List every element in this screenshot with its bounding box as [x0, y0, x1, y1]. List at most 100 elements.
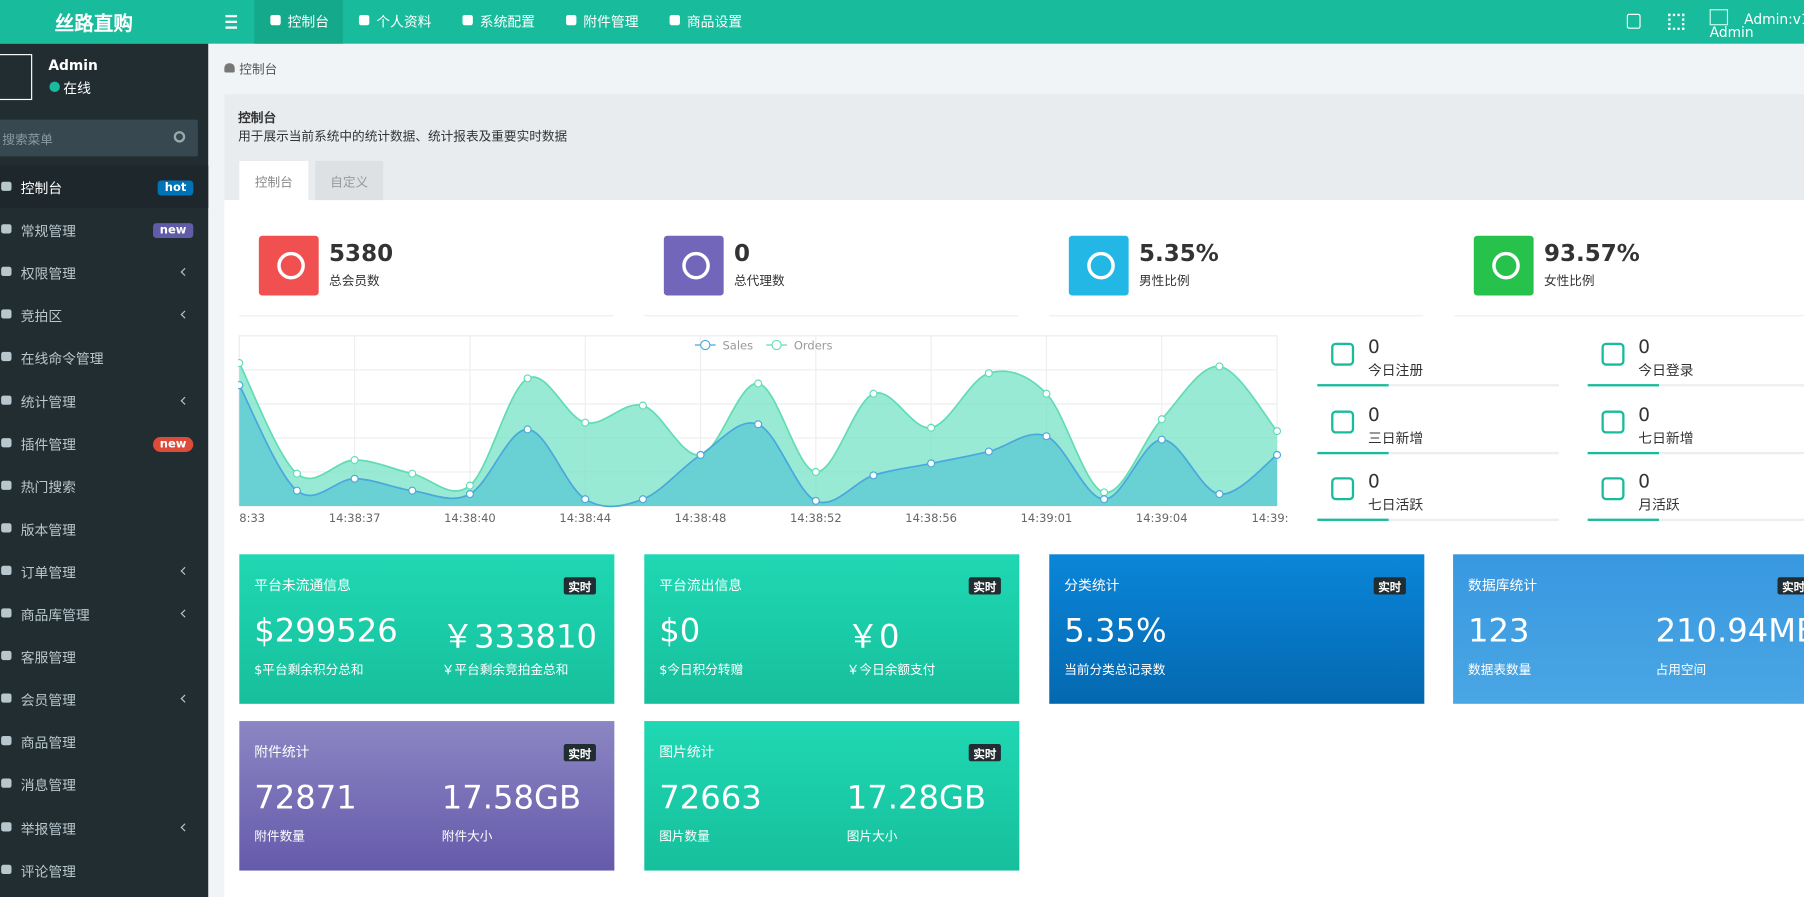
- point: [927, 459, 936, 468]
- nav-item[interactable]: 个人资料: [343, 0, 447, 44]
- menu-icon: [1, 523, 12, 533]
- mini-divider: [1587, 384, 1804, 387]
- point: [1042, 389, 1051, 398]
- breadcrumb-icon: [224, 63, 235, 73]
- point: [696, 450, 705, 459]
- menu-item[interactable]: 插件管理 new: [0, 422, 208, 465]
- info-card: 平台流出信息 实时 $0 $今日积分转赠 ￥0 ￥今日余额支付: [644, 554, 1020, 704]
- point: [581, 418, 590, 427]
- status: 在线: [63, 80, 91, 97]
- menu-item[interactable]: 评论管理: [0, 848, 208, 891]
- menu-item[interactable]: 会员管理: [0, 678, 208, 721]
- menu-label: 统计管理: [20, 393, 76, 410]
- point: [984, 447, 993, 456]
- menu-item[interactable]: 常规管理 new: [0, 208, 208, 251]
- mini-icon: [1331, 342, 1355, 366]
- menu-item[interactable]: 热门搜索: [0, 464, 208, 507]
- menu-item[interactable]: 权限管理: [0, 251, 208, 294]
- menu-icon: [1, 565, 12, 575]
- submenu-arrow: [180, 566, 189, 575]
- fullscreen-icon[interactable]: [1668, 13, 1685, 30]
- mini-icon: [1601, 342, 1625, 366]
- point: [523, 425, 532, 434]
- mini-divider: [1317, 384, 1559, 387]
- info-card: 附件统计 实时 72871 附件数量 17.58GB 附件大小: [239, 721, 615, 871]
- menu-icon: [1, 651, 12, 661]
- tab[interactable]: 控制台: [239, 161, 309, 201]
- x-tick-label: 14:38:40: [444, 511, 496, 525]
- menu-label: 权限管理: [20, 265, 76, 282]
- x-tick-label: 8:33: [239, 511, 265, 525]
- menu-icon: [1, 395, 12, 405]
- x-tick-label: 14:39:: [1252, 511, 1289, 525]
- nav-item[interactable]: 商品设置: [653, 0, 754, 44]
- point: [984, 369, 993, 378]
- menu-item[interactable]: 版本管理: [0, 507, 208, 550]
- x-tick-label: 14:39:04: [1136, 511, 1188, 525]
- submenu-arrow: [180, 694, 189, 703]
- stat-label: 总会员数: [329, 273, 380, 289]
- mini-icon: [1331, 409, 1355, 433]
- tab[interactable]: 自定义: [315, 161, 384, 201]
- card-value: 17.58GB: [441, 778, 582, 817]
- card-value: 123: [1468, 611, 1530, 650]
- menu-item[interactable]: 客服管理: [0, 635, 208, 678]
- point: [465, 481, 474, 490]
- menu-item[interactable]: 商品库管理: [0, 592, 208, 635]
- menu-label: 在线命令管理: [20, 351, 104, 368]
- stat-icon: [663, 235, 724, 296]
- stat-value: 0: [734, 239, 751, 267]
- menu-icon: [1, 608, 12, 618]
- menu-badge: new: [152, 436, 194, 452]
- mini-value: 0: [1367, 470, 1380, 493]
- card-value: $0: [659, 611, 701, 650]
- point: [754, 379, 763, 388]
- stat-label: 男性比例: [1138, 273, 1190, 289]
- panel-heading: [224, 94, 1804, 201]
- nav-label: 商品设置: [686, 13, 743, 30]
- menu-item[interactable]: 统计管理: [0, 379, 208, 422]
- lang-icon[interactable]: [1626, 13, 1641, 29]
- menu-badge: new: [152, 223, 194, 239]
- card-value: 210.94MB: [1655, 611, 1804, 650]
- menu-label: 商品管理: [20, 735, 76, 752]
- mini-progress: [1587, 451, 1660, 454]
- submenu-arrow: [180, 268, 189, 277]
- area: [239, 385, 1278, 507]
- submenu-arrow: [180, 822, 189, 831]
- stat-label: 总代理数: [734, 273, 785, 289]
- search[interactable]: 搜索菜单: [0, 119, 198, 157]
- nav-item[interactable]: 附件管理: [550, 0, 654, 44]
- mini-divider: [1587, 518, 1804, 521]
- legend-label: Orders: [794, 339, 833, 353]
- menu-item[interactable]: 竞拍区: [0, 294, 208, 337]
- menu-label: 热门搜索: [20, 479, 76, 496]
- user-name[interactable]: Admin:v1: [1744, 11, 1804, 28]
- stat-value: 5.35%: [1138, 239, 1219, 267]
- menu-label: 竞拍区: [20, 308, 63, 325]
- card-badge: 实时: [968, 577, 1001, 595]
- nav-item[interactable]: 控制台: [254, 0, 343, 44]
- card-label: $今日积分转赠: [659, 662, 744, 678]
- menu-item[interactable]: 举报管理: [0, 806, 208, 849]
- menu-item[interactable]: 消息管理: [0, 763, 208, 806]
- menu-toggle[interactable]: [225, 14, 238, 29]
- nav-item[interactable]: 系统配置: [446, 0, 550, 44]
- point: [581, 495, 590, 504]
- nav-label: 个人资料: [376, 13, 432, 30]
- mini-label: 今日注册: [1367, 362, 1424, 379]
- point: [292, 486, 301, 495]
- menu-item[interactable]: 在线命令管理: [0, 336, 208, 379]
- x-tick-label: 14:38:37: [329, 511, 381, 525]
- menu-icon: [1, 480, 12, 490]
- nav-icon: [462, 14, 473, 26]
- stat-value: 93.57%: [1543, 239, 1640, 267]
- menu-item[interactable]: 订单管理: [0, 550, 208, 593]
- info-card: 图片统计 实时 72663 图片数量 17.28GB 图片大小: [644, 721, 1020, 871]
- menu-item[interactable]: 控制台 hot: [0, 165, 209, 209]
- point: [869, 389, 878, 398]
- menu-item[interactable]: 商品管理: [0, 720, 208, 763]
- stat-icon: [258, 235, 319, 296]
- point: [638, 401, 647, 410]
- point: [292, 469, 301, 478]
